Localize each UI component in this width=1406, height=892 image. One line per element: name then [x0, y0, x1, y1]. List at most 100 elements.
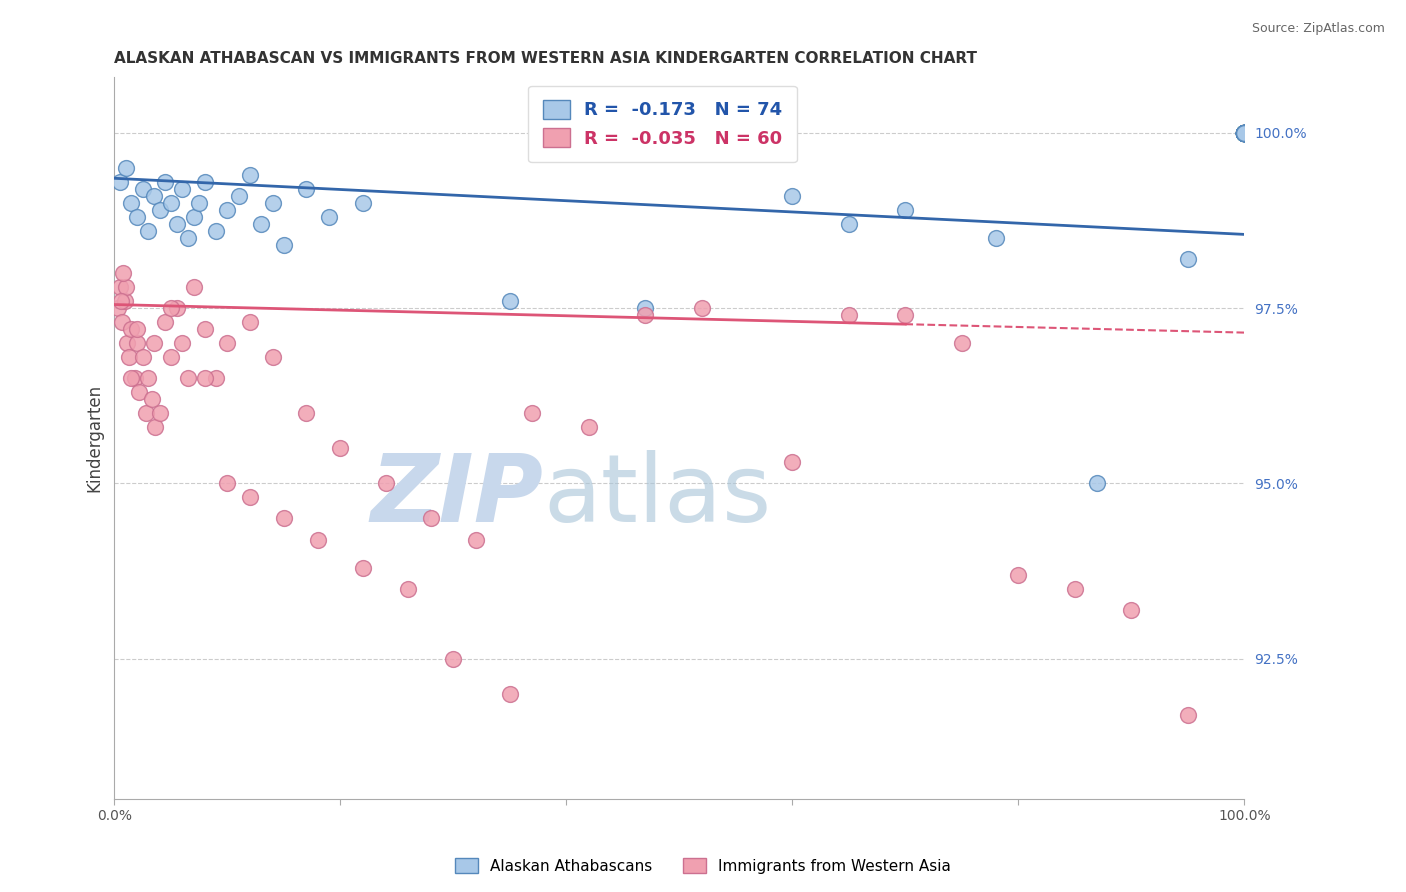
Point	[634, 301, 657, 315]
Point	[1233, 126, 1256, 140]
Point	[194, 322, 217, 336]
Point	[1233, 126, 1256, 140]
Point	[634, 308, 657, 322]
Point	[142, 336, 165, 351]
Point	[120, 322, 142, 336]
Point	[1233, 126, 1256, 140]
Point	[131, 182, 153, 196]
Point	[183, 210, 205, 224]
Point	[894, 202, 917, 217]
Y-axis label: Kindergarten: Kindergarten	[86, 384, 103, 491]
Point	[141, 392, 163, 407]
Point	[155, 175, 177, 189]
Point	[295, 406, 318, 420]
Point	[1233, 126, 1256, 140]
Point	[1233, 126, 1256, 140]
Point	[396, 582, 419, 596]
Text: Source: ZipAtlas.com: Source: ZipAtlas.com	[1251, 22, 1385, 36]
Point	[1233, 126, 1256, 140]
Point	[1233, 126, 1256, 140]
Point	[307, 533, 329, 547]
Point	[273, 238, 295, 252]
Point	[1233, 126, 1256, 140]
Point	[262, 350, 284, 364]
Point	[114, 293, 136, 308]
Point	[155, 315, 177, 329]
Point	[160, 195, 183, 210]
Point	[125, 336, 148, 351]
Point	[1233, 126, 1256, 140]
Point	[239, 491, 262, 505]
Point	[1233, 126, 1256, 140]
Point	[441, 652, 464, 666]
Point	[228, 189, 250, 203]
Point	[352, 560, 374, 574]
Point	[108, 280, 131, 294]
Point	[124, 371, 146, 385]
Point	[114, 161, 136, 175]
Point	[115, 336, 138, 351]
Point	[1233, 126, 1256, 140]
Text: ALASKAN ATHABASCAN VS IMMIGRANTS FROM WESTERN ASIA KINDERGARTEN CORRELATION CHAR: ALASKAN ATHABASCAN VS IMMIGRANTS FROM WE…	[114, 51, 977, 66]
Point	[1233, 126, 1256, 140]
Point	[166, 301, 188, 315]
Point	[419, 511, 441, 525]
Point	[1087, 476, 1109, 491]
Point	[782, 189, 804, 203]
Point	[984, 231, 1007, 245]
Point	[352, 195, 374, 210]
Point	[1233, 126, 1256, 140]
Legend: Alaskan Athabascans, Immigrants from Western Asia: Alaskan Athabascans, Immigrants from Wes…	[449, 852, 957, 880]
Point	[1177, 252, 1199, 266]
Point	[374, 476, 396, 491]
Point	[194, 371, 217, 385]
Point	[1233, 126, 1256, 140]
Point	[1233, 126, 1256, 140]
Text: ZIP: ZIP	[371, 450, 544, 541]
Point	[1177, 707, 1199, 722]
Point	[239, 315, 262, 329]
Point	[166, 217, 188, 231]
Point	[125, 210, 148, 224]
Text: atlas: atlas	[544, 450, 772, 541]
Point	[128, 385, 150, 400]
Point	[120, 195, 142, 210]
Point	[1233, 126, 1256, 140]
Point	[295, 182, 318, 196]
Point	[110, 293, 132, 308]
Point	[172, 182, 194, 196]
Point	[465, 533, 488, 547]
Point	[217, 336, 239, 351]
Point	[499, 293, 522, 308]
Point	[1233, 126, 1256, 140]
Point	[1233, 126, 1256, 140]
Point	[1233, 126, 1256, 140]
Point	[690, 301, 713, 315]
Point	[108, 175, 131, 189]
Point	[112, 266, 135, 280]
Point	[1233, 126, 1256, 140]
Point	[250, 217, 273, 231]
Point	[160, 350, 183, 364]
Point	[318, 210, 340, 224]
Point	[782, 455, 804, 469]
Point	[894, 308, 917, 322]
Point	[135, 406, 157, 420]
Point	[120, 371, 142, 385]
Point	[1233, 126, 1256, 140]
Point	[172, 336, 194, 351]
Point	[1233, 126, 1256, 140]
Point	[329, 442, 352, 456]
Point	[1233, 126, 1256, 140]
Point	[142, 189, 165, 203]
Point	[188, 195, 211, 210]
Point	[1233, 126, 1256, 140]
Point	[1233, 126, 1256, 140]
Point	[1233, 126, 1256, 140]
Point	[1233, 126, 1256, 140]
Legend: R =  -0.173   N = 74, R =  -0.035   N = 60: R = -0.173 N = 74, R = -0.035 N = 60	[529, 86, 797, 162]
Point	[262, 195, 284, 210]
Point	[1233, 126, 1256, 140]
Point	[149, 202, 172, 217]
Point	[950, 336, 973, 351]
